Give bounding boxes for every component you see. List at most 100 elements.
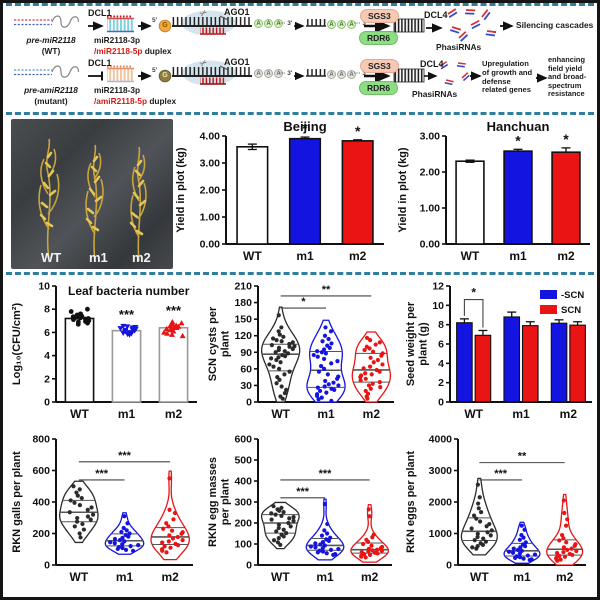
sgs3-pill-mut: SGS3 <box>360 59 399 73</box>
svg-text:2.00: 2.00 <box>420 167 441 179</box>
ago1-label-wt: AGO1 <box>224 7 250 17</box>
svg-text:600: 600 <box>32 465 50 477</box>
svg-text:0: 0 <box>438 397 444 409</box>
svg-text:2.00: 2.00 <box>200 185 221 197</box>
photo-label-wt: WT <box>41 250 62 265</box>
svg-text:Yield in plot (kg): Yield in plot (kg) <box>175 147 187 232</box>
svg-text:***: *** <box>95 468 109 480</box>
chart-rkn-galls: 0 200 400 600 800 RKN galls per plant WT m1 m2 **… <box>10 431 205 591</box>
svg-text:m2: m2 <box>361 570 379 584</box>
duplex-line1-wt: miR2118-3p <box>94 35 141 45</box>
svg-text:**: ** <box>518 451 527 463</box>
outcome2-mut: enhancing field yield and broad-spectrum… <box>548 55 587 99</box>
photo-label-m1: m1 <box>89 250 108 265</box>
svg-text:0.00: 0.00 <box>420 239 441 251</box>
svg-text:m2: m2 <box>557 249 575 263</box>
five-prime-wt: 5' <box>152 17 158 24</box>
svg-text:Beijing: Beijing <box>283 119 326 134</box>
pathway-shapes <box>14 8 548 87</box>
svg-text:plant (g): plant (g) <box>418 322 430 366</box>
svg-text:*: * <box>302 120 308 136</box>
svg-text:m2: m2 <box>560 407 578 421</box>
duplex-5p-wt: /miR2118-5p <box>94 46 143 56</box>
svg-text:m1: m1 <box>512 407 530 421</box>
svg-text:Leaf bacteria number: Leaf bacteria number <box>68 284 190 298</box>
duplex-line2-mut: /amiR2118-5p duplex <box>94 97 176 106</box>
svg-text:m1: m1 <box>509 249 527 263</box>
svg-text:***: *** <box>494 468 508 480</box>
svg-text:300: 300 <box>234 497 252 509</box>
three-prime-mut: ··· 3' <box>279 70 293 77</box>
pathway-diagram: DCL1 pre-miR2118 (WT) miR2118-3p /miR211… <box>8 7 596 112</box>
photo-label-m2: m2 <box>132 250 151 265</box>
dcl4-label-wt: DCL4 <box>424 10 448 20</box>
svg-text:WT: WT <box>464 407 483 421</box>
svg-text:8: 8 <box>438 319 444 331</box>
svg-text:200: 200 <box>32 528 50 540</box>
precursor-sub-wt: (WT) <box>41 46 61 56</box>
chart-seed-weight: 0 2 4 6 8 10 12 Seed weight per plant (g) WT m1 m2 -… <box>404 278 597 428</box>
svg-text:m2: m2 <box>165 407 183 421</box>
svg-text:4: 4 <box>44 350 50 362</box>
section-yield: WT m1 m2 0.00 1.00 2.00 3.00 4.00 Yield in pl… <box>6 115 594 275</box>
rdr6-pill-wt: RDR6 <box>359 31 399 45</box>
duplex-5p-mut: /amiR2118-5p <box>94 96 148 106</box>
section-pathway-diagram: DCL1 pre-miR2118 (WT) miR2118-3p /miR211… <box>6 3 594 115</box>
svg-text:m1: m1 <box>116 570 134 584</box>
svg-text:SCN cysts per: SCN cysts per <box>207 306 219 381</box>
precursor-label-mut: pre-amiR2118 <box>24 85 78 95</box>
chart-yield-hanchuan: 0.00 1.00 2.00 3.00 Yield in plot (kg) WT m1 m2… <box>396 118 597 270</box>
precursor-sub-mut: (mutant) <box>34 96 68 106</box>
svg-text:WT: WT <box>243 249 262 263</box>
svg-text:8: 8 <box>44 304 50 316</box>
section-pathogen-assays: 0 2 4 6 8 10 Log₁₀(CFU/cm²) WT m1 m2 Leaf bacteria… <box>6 275 594 597</box>
svg-text:WT: WT <box>470 570 489 584</box>
svg-text:m1: m1 <box>316 570 334 584</box>
ago1-label-mut: AGO1 <box>224 57 250 67</box>
svg-text:3.00: 3.00 <box>420 131 441 143</box>
svg-text:WT: WT <box>461 249 480 263</box>
dcl1-label-wt: DCL1 <box>88 8 112 18</box>
svg-text:WT: WT <box>70 407 89 421</box>
svg-text:***: *** <box>319 468 333 480</box>
svg-text:1000: 1000 <box>429 528 453 540</box>
svg-text:30: 30 <box>240 380 252 392</box>
svg-text:120: 120 <box>234 330 252 342</box>
chart-rkn-egg-masses: 0 100 200 300 400 500 600 RKN egg masses per pla… <box>206 431 402 591</box>
svg-text:200: 200 <box>234 518 252 530</box>
svg-text:2: 2 <box>438 377 444 389</box>
svg-text:***: *** <box>296 486 310 498</box>
cap-g-mut: G <box>162 72 168 79</box>
svg-text:plant: plant <box>220 331 232 358</box>
svg-text:10: 10 <box>38 281 50 293</box>
svg-text:SCN: SCN <box>561 305 581 316</box>
svg-text:m2: m2 <box>161 570 179 584</box>
chart-leaf-bacteria: 0 2 4 6 8 10 Log₁₀(CFU/cm²) WT m1 m2 Leaf bacteria… <box>10 278 205 428</box>
svg-text:4.00: 4.00 <box>200 131 221 143</box>
svg-text:3.00: 3.00 <box>200 158 221 170</box>
duplex-word-wt: duplex <box>142 46 172 56</box>
phasirnas-label-mut: PhasiRNAs <box>412 89 458 99</box>
svg-text:2: 2 <box>44 373 50 385</box>
svg-text:per plant: per plant <box>220 478 232 525</box>
svg-text:m2: m2 <box>349 249 367 263</box>
svg-text:800: 800 <box>32 434 50 446</box>
svg-text:m1: m1 <box>317 407 335 421</box>
svg-text:6: 6 <box>44 327 50 339</box>
three-prime2-mut: ··· 3 <box>354 70 366 77</box>
three-prime-wt: ··· 3' <box>279 20 293 27</box>
svg-text:**: ** <box>322 284 331 296</box>
svg-text:Hanchuan: Hanchuan <box>487 119 550 134</box>
svg-text:-SCN: -SCN <box>561 290 584 301</box>
svg-text:*: * <box>301 296 306 308</box>
svg-text:0: 0 <box>246 397 252 409</box>
svg-text:100: 100 <box>234 539 252 551</box>
svg-text:*: * <box>515 132 521 148</box>
svg-text:10: 10 <box>432 300 444 312</box>
svg-text:WT: WT <box>70 570 89 584</box>
svg-text:***: *** <box>119 307 135 322</box>
